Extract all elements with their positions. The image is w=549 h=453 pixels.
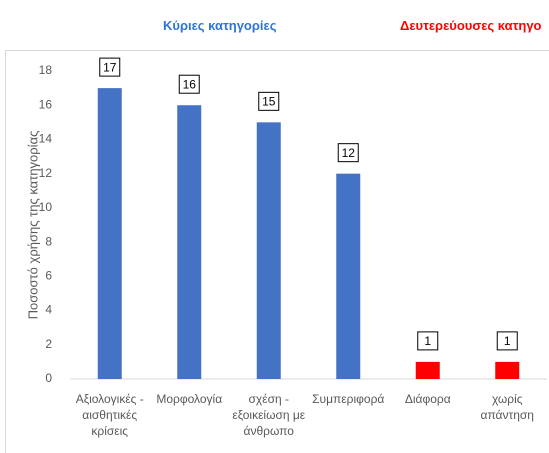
data-label: 15 <box>262 95 276 109</box>
y-tick-label: 0 <box>45 371 52 385</box>
x-tick-label: Συμπεριφορά <box>312 392 385 406</box>
bar <box>177 105 202 379</box>
y-tick-label: 8 <box>45 234 52 248</box>
y-tick-label: 14 <box>39 132 53 146</box>
y-tick-label: 4 <box>45 303 52 317</box>
data-label: 17 <box>103 60 117 74</box>
y-tick-label: 18 <box>39 63 53 77</box>
y-tick-label: 12 <box>39 166 53 180</box>
data-label-box <box>258 91 280 111</box>
bar <box>495 361 520 379</box>
bar <box>97 88 122 379</box>
y-tick-label: 10 <box>39 200 53 214</box>
y-tick-label: 16 <box>39 97 53 111</box>
bar <box>256 122 281 379</box>
chart-border <box>5 50 549 453</box>
data-label-box <box>99 57 121 77</box>
x-tick-label: Διάφορα <box>404 392 451 406</box>
x-tick-label: Μορφολογία <box>156 392 223 406</box>
x-tick-label: σχέση - εξοικείωση με άνθρωπο <box>232 392 306 438</box>
data-label: 16 <box>183 77 197 91</box>
y-tick-label: 2 <box>45 337 52 351</box>
data-label-box <box>417 331 439 351</box>
bar <box>415 361 440 379</box>
x-tick-label: χωρίς απάντηση <box>480 392 534 422</box>
x-tick-label: Αξιολογικές - αισθητικές κρίσεις <box>75 392 144 438</box>
y-axis-label: Ποσοστό χρήσης της κατηγορίας <box>25 131 40 320</box>
data-label-box <box>178 74 200 94</box>
data-label-box <box>496 331 518 351</box>
header: Κύριες κατηγορίες <box>163 18 277 33</box>
data-label: 1 <box>504 334 511 348</box>
data-label: 12 <box>342 146 356 160</box>
data-label-box <box>337 143 359 163</box>
data-label: 1 <box>424 334 431 348</box>
y-tick-label: 6 <box>45 269 52 283</box>
header: Δευτερεύουσες κατηγο <box>400 18 542 33</box>
bar <box>336 173 361 379</box>
